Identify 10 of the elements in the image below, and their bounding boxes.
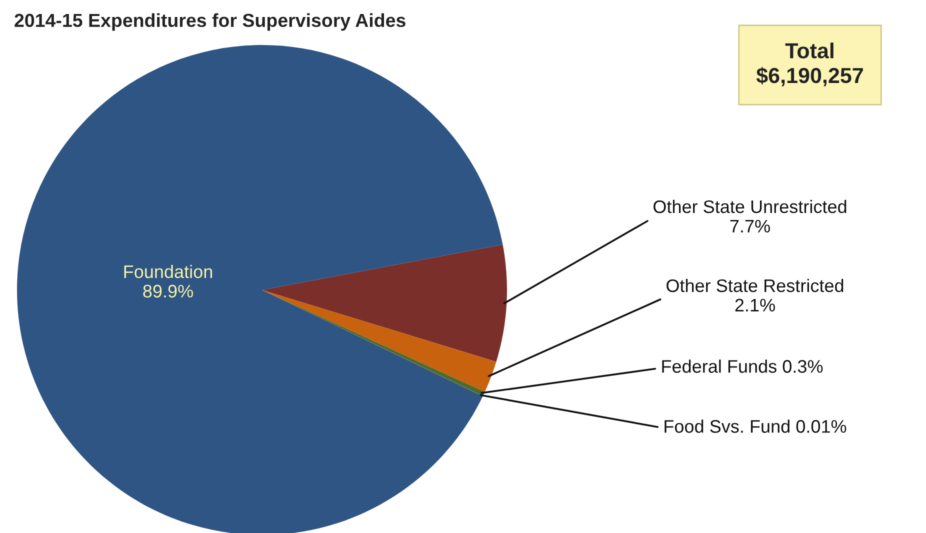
slice-label: Other State Restricted bbox=[666, 278, 844, 292]
slice-label: Federal Funds 0.3% bbox=[662, 360, 823, 373]
slice-label: Food Svs. Fund 0.01% bbox=[664, 420, 846, 433]
data-label: 2.1% bbox=[735, 298, 775, 312]
data-label: 89.9% bbox=[143, 284, 193, 298]
data-label: 7.7% bbox=[730, 220, 770, 232]
chart-title: 2014-15 Expenditures for Supervisory Aides bbox=[14, 13, 406, 31]
slice-label: Foundation bbox=[124, 264, 212, 278]
text: Total $6,190,257 bbox=[756, 42, 863, 86]
slice-label: Other State Unrestricted bbox=[654, 200, 846, 214]
